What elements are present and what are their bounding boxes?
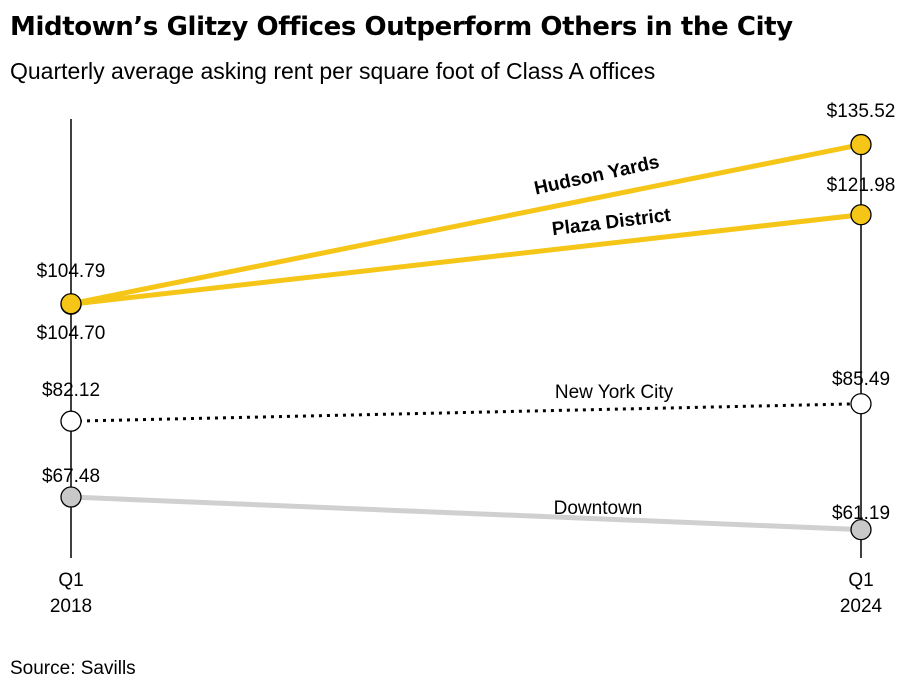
chart-title: Midtown’s Glitzy Offices Outperform Othe… [10,12,793,42]
x-tick-label-year: 2024 [840,596,883,617]
value-label-downtown-1: $61.19 [832,503,890,524]
x-tick-label-year: 2018 [50,596,92,617]
x-tick-label-period: Q1 [848,570,873,591]
source-note: Source: Savills [10,658,136,679]
marker-downtown-0 [60,486,82,508]
series-line-hudson-yards [68,142,864,307]
value-label-hudson-yards-0: $104.79 [37,261,106,282]
series-name-downtown: Downtown [554,498,643,519]
series-line-new-york-city [70,402,862,423]
labels-group: Q1 2018 Q1 2024 $104.79 $135.52 Hudson Yards $1… [37,101,896,617]
marker-hudson-yards-0 [60,293,82,315]
value-label-new-york-city-1: $85.49 [832,369,890,390]
value-label-plaza-district-1: $121.98 [827,175,896,196]
axes-group [70,119,862,558]
value-label-downtown-0: $67.48 [42,466,100,487]
value-label-plaza-district-0: $104.70 [37,323,106,344]
series-name-new-york-city: New York City [555,382,674,403]
series-lines-group [68,142,864,533]
marker-downtown-1 [850,518,872,541]
marker-new-york-city-0 [60,410,82,432]
series-line-downtown [68,494,864,533]
series-name-plaza-district: Plaza District [551,205,673,240]
markers-group [60,133,872,541]
marker-plaza-district-1 [850,204,872,226]
series-line-plaza-district [68,212,864,307]
series-name-hudson-yards: Hudson Yards [532,152,661,200]
marker-new-york-city-1 [850,393,872,415]
x-tick-label-period: Q1 [58,570,83,591]
marker-hudson-yards-1 [850,133,872,156]
value-label-hudson-yards-1: $135.52 [827,101,896,122]
chart-subtitle: Quarterly average asking rent per square… [10,58,656,84]
value-label-new-york-city-0: $82.12 [42,380,100,401]
